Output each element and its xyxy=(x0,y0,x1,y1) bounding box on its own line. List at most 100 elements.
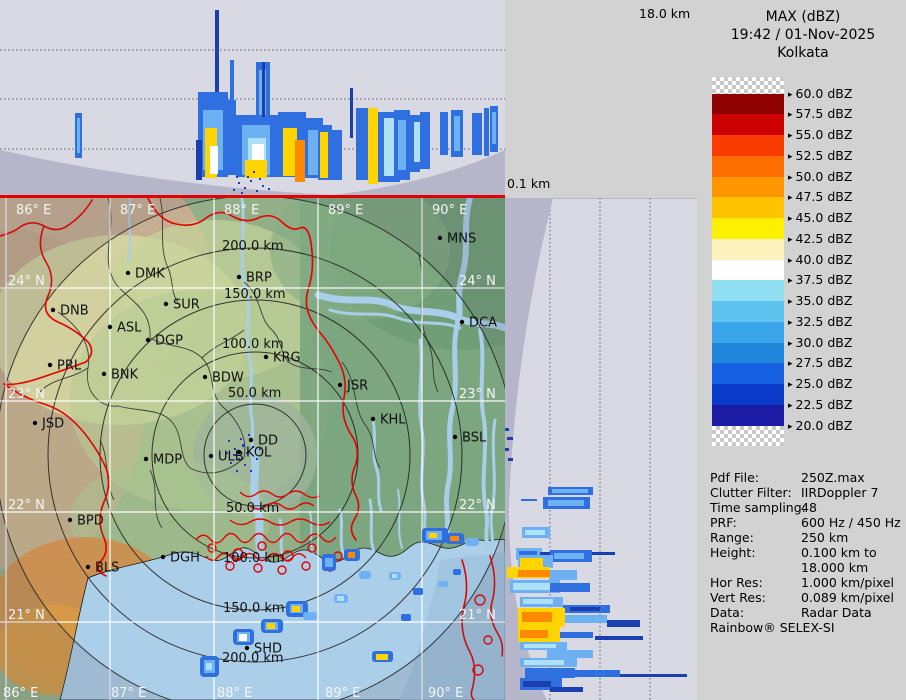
scale-tick-arrow-icon: ▸ xyxy=(788,172,793,183)
city-marker-mdp: MDP xyxy=(143,453,182,468)
city-label: SUR xyxy=(173,298,200,313)
color-scale-band xyxy=(712,114,784,135)
info-row-label: Vert Res: xyxy=(710,590,766,605)
dbz-scale-label: ▸ 20.0 dBZ xyxy=(788,417,853,433)
city-label: KOL xyxy=(246,446,272,461)
color-scale-band xyxy=(712,363,784,384)
city-dot xyxy=(208,453,214,459)
color-scale-band xyxy=(712,404,784,426)
range-ring-label: 200.0 km xyxy=(222,239,284,254)
city-marker-dgp: DGP xyxy=(145,334,183,349)
city-dot xyxy=(50,307,56,313)
lon-label-top: 88° E xyxy=(224,203,259,218)
dbz-color-scale xyxy=(712,77,784,446)
dbz-scale-label: ▸ 35.0 dBZ xyxy=(788,293,853,308)
info-row-label: Height: xyxy=(710,545,756,560)
range-ring-label: 200.0 km xyxy=(222,651,284,666)
city-label: BSL xyxy=(462,431,487,446)
city-marker-dca: DCA xyxy=(459,316,497,331)
top-profile-panel xyxy=(0,0,505,195)
info-row-value: 18.000 km xyxy=(801,560,869,575)
city-dot xyxy=(143,456,149,462)
info-row-value: IIRDoppler 7 xyxy=(801,485,879,500)
city-marker-dd: DD xyxy=(248,434,278,449)
city-label: MDP xyxy=(153,453,182,468)
info-row-value: 250Z.max xyxy=(801,470,865,485)
info-row-label: Pdf File: xyxy=(710,470,759,485)
dbz-scale-label: ▸ 50.0 dBZ xyxy=(788,168,853,184)
city-marker-brp: BRP xyxy=(236,271,272,286)
scale-tick-arrow-icon: ▸ xyxy=(788,359,793,370)
map-area: 86° E 86° E 87° E 87° E 88° E 88° E 89° E 89° E… xyxy=(0,198,505,700)
range-ring-labels: 200.0 km 150.0 km 100.0 km 50.0 km 50.0 km 10… xyxy=(222,239,286,666)
lat-label-left: 23° N xyxy=(8,387,45,402)
city-marker-bls: BLS xyxy=(85,561,119,576)
color-scale-band xyxy=(712,218,784,239)
city-dot xyxy=(202,374,208,380)
scale-tick-arrow-icon: ▸ xyxy=(788,255,793,266)
city-marker-bdw: BDW xyxy=(202,371,244,386)
range-ring-label: 150.0 km xyxy=(223,601,285,616)
dbz-scale-label: ▸ 37.5 dBZ xyxy=(788,272,853,288)
lat-label-right: 22° N xyxy=(459,498,496,513)
latlon-grid xyxy=(0,198,505,700)
city-label: BPD xyxy=(77,514,104,529)
info-row-label: Data: xyxy=(710,605,745,620)
dbz-scale-label: ▸ 47.5 dBZ xyxy=(788,189,853,205)
info-row-value: 48 xyxy=(801,500,817,515)
height-axis-origin-label: 0.1 km xyxy=(507,176,551,191)
city-label: BNK xyxy=(111,368,139,383)
color-scale-overflow-bottom xyxy=(712,425,784,446)
city-label: KHL xyxy=(380,413,406,428)
city-markers: DMK DNB SUR ASL DGP BRP MNS DCA KRG BDW JSR KHL BSL P… xyxy=(32,232,497,657)
product-title: MAX (dBZ) xyxy=(765,9,841,25)
city-dot xyxy=(452,434,458,440)
city-label: KRG xyxy=(273,351,301,366)
info-row-label: Time sampling: xyxy=(710,500,806,515)
info-row-value: 1.000 km/pixel xyxy=(801,575,894,590)
station-name: Kolkata xyxy=(777,45,829,61)
color-scale-overflow-top xyxy=(712,77,784,94)
city-dot xyxy=(459,319,465,325)
info-row-value: 600 Hz / 450 Hz xyxy=(801,515,901,530)
city-marker-kol: KOL xyxy=(236,446,272,461)
city-marker-khl: KHL xyxy=(370,413,406,428)
side-profile-panel xyxy=(505,198,697,700)
city-dot xyxy=(337,382,343,388)
lat-label-right: 24° N xyxy=(459,274,496,289)
city-dot xyxy=(370,416,376,422)
city-marker-dgh: DGH xyxy=(160,551,200,566)
city-label: BRP xyxy=(246,271,272,286)
info-row-label: Range: xyxy=(710,530,754,545)
city-label: JSR xyxy=(346,379,368,394)
info-row-label: Hor Res: xyxy=(710,575,763,590)
city-marker-dnb: DNB xyxy=(50,304,89,319)
range-ring-label: 150.0 km xyxy=(224,287,286,302)
city-label: DGH xyxy=(170,551,200,566)
color-scale-band xyxy=(712,176,784,198)
city-dot xyxy=(160,554,166,560)
info-row-value: 0.100 km to xyxy=(801,545,877,560)
scale-tick-arrow-icon: ▸ xyxy=(788,193,793,204)
radar-display-canvas[interactable]: 86° E 86° E 87° E 87° E 88° E 88° E 89° E 89° E… xyxy=(0,0,700,700)
lat-label-left: 24° N xyxy=(8,274,45,289)
scale-tick-arrow-icon: ▸ xyxy=(788,338,793,349)
scale-tick-arrow-icon: ▸ xyxy=(788,110,793,121)
city-dot xyxy=(263,354,269,360)
city-dot xyxy=(437,235,443,241)
scale-tick-arrow-icon: ▸ xyxy=(788,131,793,141)
lon-label-bottom: 87° E xyxy=(111,686,146,700)
info-row-label: Clutter Filter: xyxy=(710,485,792,500)
scale-tick-arrow-icon: ▸ xyxy=(788,276,793,287)
scale-tick-arrow-icon: ▸ xyxy=(788,297,793,307)
city-label: SHD xyxy=(254,642,282,657)
dbz-scale-label: ▸ 22.5 dBZ xyxy=(788,396,853,412)
scale-tick-arrow-icon: ▸ xyxy=(788,317,793,328)
top-panel-echoes xyxy=(75,10,498,194)
city-dot xyxy=(101,371,107,377)
product-datetime: 19:42 / 01-Nov-2025 xyxy=(730,27,876,43)
dbz-scale-label: ▸ 57.5 dBZ xyxy=(788,106,853,122)
scale-tick-arrow-icon: ▸ xyxy=(788,214,793,224)
city-marker-dmk: DMK xyxy=(125,267,165,282)
range-ring-label: 100.0 km xyxy=(222,337,284,352)
